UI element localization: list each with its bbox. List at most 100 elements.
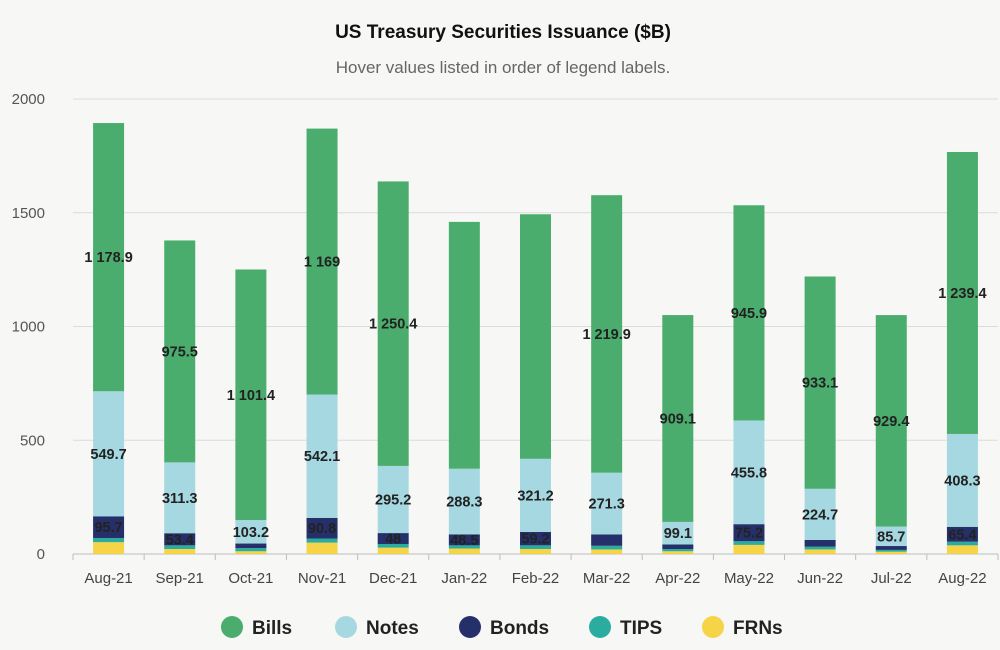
bar-bonds-aug-22[interactable] [946,526,978,542]
y-tick-label: 2000 [12,91,45,108]
chart-title: US Treasury Securities Issuance ($B) [335,22,671,43]
bar-notes-jun-22[interactable] [804,488,836,540]
bar-tips-aug-21[interactable] [93,538,125,543]
bar-frns-apr-22[interactable] [662,551,694,554]
data-label-notes-jul-22: 85.7 [877,529,905,545]
legend: Bills Notes Bonds TIPS FRNs [221,616,783,639]
x-tick-label-jul-22: Jul-22 [871,570,912,587]
legend-item-notes[interactable]: Notes [335,616,419,639]
data-label-bills-jun-22: 933.1 [802,376,838,392]
legend-item-tips[interactable]: TIPS [589,616,662,639]
bar-notes-sep-21[interactable] [164,462,196,534]
bar-bonds-jan-22[interactable] [448,534,480,546]
x-tick-label-may-22: May-22 [724,570,774,587]
bar-notes-jan-22[interactable] [448,468,480,535]
bar-bonds-jun-22[interactable] [804,539,836,547]
bar-bonds-nov-21[interactable] [306,517,338,539]
bar-tips-jun-22[interactable] [804,546,836,550]
bar-tips-dec-21[interactable] [377,543,409,548]
bar-frns-sep-21[interactable] [164,548,196,554]
bar-frns-oct-21[interactable] [235,551,267,554]
bar-notes-aug-21[interactable] [93,391,125,517]
bar-frns-mar-22[interactable] [591,549,623,554]
bar-tips-oct-21[interactable] [235,548,267,552]
data-label-bonds-aug-22: 65.4 [948,527,976,543]
bar-bills-jul-22[interactable] [875,315,907,527]
bar-notes-apr-22[interactable] [662,521,694,545]
bar-bills-nov-21[interactable] [306,128,338,395]
bar-frns-jun-22[interactable] [804,549,836,554]
legend-item-bonds[interactable]: Bonds [459,616,549,639]
bar-notes-mar-22[interactable] [591,472,623,535]
bar-tips-nov-21[interactable] [306,538,338,543]
x-tick-label-jun-22: Jun-22 [797,570,843,587]
bar-bills-dec-21[interactable] [377,181,409,466]
bar-frns-dec-21[interactable] [377,547,409,554]
bar-notes-aug-22[interactable] [946,433,978,527]
bar-bonds-dec-21[interactable] [377,533,409,544]
x-tick-label-mar-22: Mar-22 [583,570,631,587]
bar-bonds-sep-21[interactable] [164,533,196,546]
bar-bills-jun-22[interactable] [804,276,836,489]
bar-frns-nov-21[interactable] [306,542,338,554]
legend-label-bonds: Bonds [490,618,549,639]
bar-notes-feb-22[interactable] [520,458,551,532]
bar-bonds-jul-22[interactable] [875,546,907,550]
legend-label-notes: Notes [366,618,419,639]
bar-notes-nov-21[interactable] [306,394,338,518]
bar-tips-mar-22[interactable] [591,545,623,550]
x-tick-label-sep-21: Sep-21 [156,570,204,587]
legend-label-bills: Bills [252,618,292,639]
bar-notes-oct-21[interactable] [235,520,267,544]
data-label-bonds-dec-21: 48 [385,532,401,548]
bar-notes-jul-22[interactable] [875,526,907,547]
bar-frns-aug-21[interactable] [93,542,125,554]
bar-bills-may-22[interactable] [733,205,765,421]
bar-frns-aug-22[interactable] [946,545,978,554]
data-label-bills-jul-22: 929.4 [873,414,909,430]
bar-tips-jan-22[interactable] [448,545,480,549]
bar-frns-may-22[interactable] [733,544,765,554]
bar-bonds-apr-22[interactable] [662,544,694,549]
bar-tips-aug-22[interactable] [946,541,978,546]
bar-bills-aug-22[interactable] [946,151,978,434]
data-label-notes-mar-22: 271.3 [589,497,625,513]
bar-bills-mar-22[interactable] [591,195,623,473]
bar-bills-oct-21[interactable] [235,269,267,521]
bar-bills-feb-22[interactable] [520,214,551,459]
bar-notes-may-22[interactable] [733,420,765,525]
data-label-notes-sep-21: 311.3 [162,491,198,507]
legend-item-frns[interactable]: FRNs [702,616,783,639]
bar-frns-feb-22[interactable] [520,548,551,554]
bar-tips-may-22[interactable] [733,541,765,545]
x-tick-label-apr-22: Apr-22 [655,570,700,587]
data-label-notes-may-22: 455.8 [731,465,767,481]
x-tick-label-oct-21: Oct-21 [228,570,273,587]
data-label-bonds-sep-21: 53.4 [166,532,194,548]
bar-bonds-aug-21[interactable] [93,516,125,539]
data-label-notes-jun-22: 224.7 [802,507,838,523]
bar-tips-sep-21[interactable] [164,545,196,549]
bar-frns-jul-22[interactable] [875,551,907,554]
bar-bonds-mar-22[interactable] [591,534,623,546]
bar-tips-feb-22[interactable] [520,545,551,549]
legend-swatch-tips [589,616,611,638]
bar-bonds-may-22[interactable] [733,524,765,542]
bar-tips-jul-22[interactable] [875,549,907,552]
legend-label-frns: FRNs [733,618,783,639]
bar-bills-jan-22[interactable] [448,221,480,469]
bar-bonds-feb-22[interactable] [520,531,551,546]
legend-item-bills[interactable]: Bills [221,616,292,639]
bar-bills-aug-21[interactable] [93,123,125,392]
bar-tips-apr-22[interactable] [662,548,694,552]
bar-bonds-oct-21[interactable] [235,543,267,549]
bar-notes-dec-21[interactable] [377,465,409,534]
bar-bills-apr-22[interactable] [662,315,694,522]
bar-frns-jan-22[interactable] [448,548,480,554]
y-tick-label: 1000 [12,319,45,336]
legend-swatch-frns [702,616,724,638]
data-label-notes-aug-22: 408.3 [944,473,980,489]
data-label-bills-nov-21: 1 169 [304,255,340,271]
bar-bills-sep-21[interactable] [164,240,196,463]
